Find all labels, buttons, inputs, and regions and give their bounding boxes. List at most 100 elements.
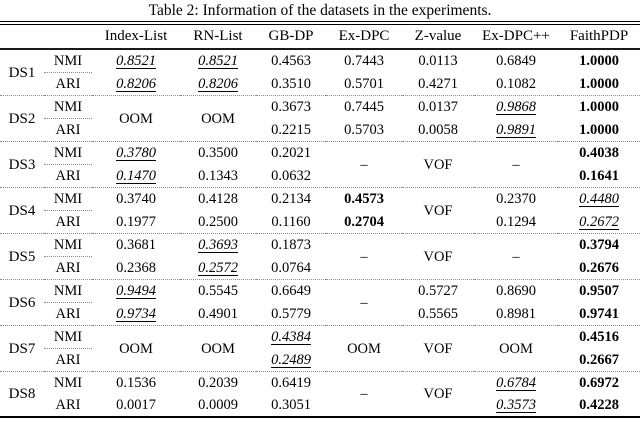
value-cell: 0.5565 (402, 302, 474, 326)
value-cell: 0.4128 (198, 191, 238, 208)
value-cell: 0.9891 (474, 118, 558, 142)
value-cell: 0.1641 (558, 164, 640, 188)
value-cell: 0.2215 (256, 118, 326, 142)
value-cell: 0.1082 (474, 72, 558, 96)
value-cell: 0.1470 (92, 164, 180, 188)
metric-label: NMI (44, 325, 92, 349)
table-row-ds1-ari: ARI 0.8206 0.8206 0.3510 0.5701 0.4271 0.1082 1… (0, 72, 640, 96)
value-cell: 0.4573 (344, 191, 384, 208)
span-cell: OOM (474, 325, 558, 372)
value-cell: 0.2021 (271, 145, 311, 162)
dataset-label: DS6 (0, 279, 44, 326)
value-cell: 0.8690 (496, 283, 536, 300)
column-header-index-list: Index-List (92, 25, 180, 50)
value-cell: 0.6784 (496, 375, 536, 391)
value-cell: 0.8521 (116, 53, 156, 70)
value-cell: 0.8521 (198, 53, 238, 70)
value-cell: 0.3673 (271, 99, 311, 116)
value-cell: 0.4271 (402, 72, 474, 96)
table-header: Index-List RN-List GB-DP Ex-DPC Z-value … (0, 25, 640, 50)
value-cell: 0.3693 (198, 237, 238, 254)
span-cell: OOM (180, 325, 256, 372)
value-cell: 0.4228 (579, 397, 619, 413)
value-cell: 0.9868 (496, 99, 536, 116)
value-cell: 0.2572 (180, 256, 256, 280)
table-body: DS1 NMI 0.8521 0.8521 0.4563 0.7443 0.0113 0.68… (0, 49, 640, 416)
table-top-rule (0, 21, 640, 25)
value-cell: 0.6419 (271, 375, 311, 391)
span-cell: VOF (423, 386, 453, 402)
table-row-ds7-ari: ARI 0.2489 0.2667 (0, 348, 640, 372)
value-cell: 0.4901 (180, 302, 256, 326)
value-cell: 0.2489 (256, 348, 326, 372)
span-cell: VOF (402, 141, 474, 188)
value-cell: 0.2039 (198, 375, 238, 391)
value-cell: 0.5727 (418, 283, 458, 300)
span-cell: OOM (180, 95, 256, 142)
value-cell: 0.1536 (116, 375, 156, 391)
header-empty-dataset (0, 25, 44, 50)
table-row-ds4-nmi: DS4 NMI 0.3740 0.4128 0.2134 0.4573 VOF 0.2370 0… (0, 187, 640, 234)
value-cell: 0.2676 (558, 256, 640, 280)
results-table: Index-List RN-List GB-DP Ex-DPC Z-value … (0, 25, 640, 416)
metric-label: NMI (44, 279, 92, 303)
dataset-label: DS2 (0, 95, 44, 142)
value-cell: 0.3681 (116, 237, 156, 254)
metric-label: NMI (44, 141, 92, 165)
value-cell: 0.4516 (579, 329, 619, 346)
value-cell: 1.0000 (579, 53, 619, 70)
metric-label: NMI (44, 233, 92, 257)
metric-label: ARI (44, 256, 92, 280)
value-cell: 0.2134 (271, 191, 311, 208)
value-cell: 0.5703 (326, 118, 402, 142)
value-cell: 0.6972 (579, 375, 619, 391)
value-cell: 0.0632 (256, 164, 326, 188)
table-row-ds6-ari: ARI 0.9734 0.4901 0.5779 0.5565 0.8981 0.9741 (0, 302, 640, 326)
column-header-rn-list: RN-List (180, 25, 256, 50)
table-row-ds2-nmi: DS2 NMI OOM OOM 0.3673 0.7445 0.0137 0.9868 1.00… (0, 95, 640, 142)
span-cell: VOF (402, 325, 474, 372)
value-cell: 0.4384 (271, 329, 311, 346)
value-cell: 0.3780 (116, 145, 156, 162)
value-cell: 1.0000 (558, 118, 640, 142)
value-cell: 0.6649 (271, 283, 311, 300)
value-cell: 0.4480 (579, 191, 619, 208)
table-row-ds2-ari: ARI 0.2215 0.5703 0.0058 0.9891 1.0000 (0, 118, 640, 142)
value-cell: 0.2704 (326, 210, 402, 234)
table-title: Table 2: Information of the datasets in … (148, 2, 492, 19)
table-row-ds4-ari: ARI 0.1977 0.2500 0.1160 0.2704 0.1294 0.2672 (0, 210, 640, 234)
value-cell: 0.0113 (418, 53, 458, 70)
metric-label: ARI (44, 302, 92, 326)
value-cell: 0.0058 (402, 118, 474, 142)
dataset-label: DS4 (0, 187, 44, 234)
value-cell: 0.2500 (180, 210, 256, 234)
value-cell: 0.5701 (326, 72, 402, 96)
value-cell: 0.2672 (558, 210, 640, 234)
span-cell: – (326, 279, 402, 326)
metric-label: NMI (44, 95, 92, 119)
header-empty-metric (44, 25, 92, 50)
value-cell: 0.0137 (418, 99, 458, 116)
value-cell: 0.1977 (92, 210, 180, 234)
table-bottom-rule (0, 416, 640, 418)
column-header-faithpdp: FaithPDP (558, 25, 640, 50)
value-cell: 0.3740 (116, 191, 156, 208)
value-cell: 0.9741 (558, 302, 640, 326)
column-header-z-value: Z-value (402, 25, 474, 50)
value-cell: 1.0000 (579, 99, 619, 116)
value-cell: 0.9734 (92, 302, 180, 326)
dataset-label: DS7 (0, 325, 44, 372)
table-row-ds6-nmi: DS6 NMI 0.9494 0.5545 0.6649–0.5727 0.8690 0.9… (0, 279, 640, 326)
span-cell: – (474, 141, 558, 188)
span-cell: OOM (92, 325, 180, 372)
table-row-ds3-ari: ARI 0.1470 0.1343 0.0632 0.1641 (0, 164, 640, 188)
dataset-label: DS3 (0, 141, 44, 188)
value-cell: 0.9494 (116, 283, 156, 300)
metric-label: NMI (44, 49, 92, 73)
header-row: Index-List RN-List GB-DP Ex-DPC Z-value … (0, 25, 640, 50)
table-row-ds5-ari: ARI 0.2368 0.2572 0.0764 0.2676 (0, 256, 640, 280)
value-cell: 0.1343 (180, 164, 256, 188)
table-row-ds8-ari: ARI 0.0017 0.0009 0.3051 0.3573 0.4228 (0, 394, 640, 416)
value-cell: 0.3573 (496, 397, 536, 413)
